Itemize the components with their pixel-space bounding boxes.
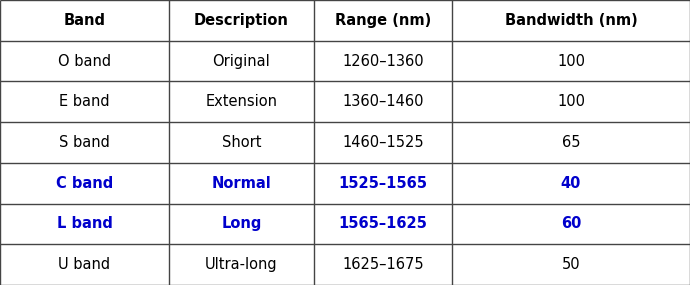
Text: Description: Description (194, 13, 289, 28)
Text: 1360–1460: 1360–1460 (342, 94, 424, 109)
Text: 100: 100 (557, 94, 585, 109)
Text: C band: C band (56, 176, 113, 191)
Text: Bandwidth (nm): Bandwidth (nm) (504, 13, 638, 28)
Text: Extension: Extension (206, 94, 277, 109)
Text: 100: 100 (557, 54, 585, 69)
Text: Normal: Normal (212, 176, 271, 191)
Text: 40: 40 (561, 176, 581, 191)
Text: 65: 65 (562, 135, 580, 150)
Text: E band: E band (59, 94, 110, 109)
Text: Ultra-long: Ultra-long (205, 257, 278, 272)
Text: O band: O band (58, 54, 111, 69)
Text: Band: Band (63, 13, 106, 28)
Text: S band: S band (59, 135, 110, 150)
Text: 1525–1565: 1525–1565 (339, 176, 427, 191)
Text: Original: Original (213, 54, 270, 69)
Text: U band: U band (59, 257, 110, 272)
Text: 1565–1625: 1565–1625 (339, 216, 427, 231)
Text: L band: L band (57, 216, 112, 231)
Text: 50: 50 (562, 257, 580, 272)
Text: 1260–1360: 1260–1360 (342, 54, 424, 69)
Text: Range (nm): Range (nm) (335, 13, 431, 28)
Text: 1460–1525: 1460–1525 (342, 135, 424, 150)
Text: 60: 60 (561, 216, 581, 231)
Text: Short: Short (221, 135, 262, 150)
Text: Long: Long (221, 216, 262, 231)
Text: 1625–1675: 1625–1675 (342, 257, 424, 272)
